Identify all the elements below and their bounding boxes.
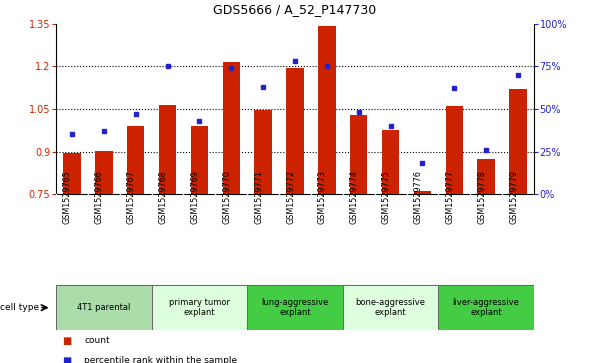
Text: GSM1529776: GSM1529776 [414, 170, 422, 224]
Text: bone-aggressive
explant: bone-aggressive explant [356, 298, 425, 317]
Text: GSM1529767: GSM1529767 [127, 170, 136, 224]
Text: cell type: cell type [0, 303, 39, 312]
Text: 4T1 parental: 4T1 parental [77, 303, 130, 312]
Bar [477, 159, 495, 363]
Bar [152, 285, 247, 330]
Text: GSM1529775: GSM1529775 [382, 170, 391, 224]
Text: GSM1529774: GSM1529774 [350, 170, 359, 224]
Bar [438, 285, 534, 330]
Text: GSM1529768: GSM1529768 [159, 170, 168, 224]
Bar [159, 105, 176, 363]
Text: percentile rank within the sample: percentile rank within the sample [84, 356, 238, 363]
Bar [509, 89, 527, 363]
Text: GSM1529778: GSM1529778 [477, 170, 486, 224]
Text: primary tumor
explant: primary tumor explant [169, 298, 230, 317]
Text: ■: ■ [62, 356, 71, 363]
Text: GSM1529766: GSM1529766 [95, 170, 104, 224]
Bar [382, 130, 399, 363]
Text: count: count [84, 336, 110, 345]
Text: GDS5666 / A_52_P147730: GDS5666 / A_52_P147730 [214, 3, 376, 16]
Bar [414, 191, 431, 363]
Text: liver-aggressive
explant: liver-aggressive explant [453, 298, 520, 317]
Text: ■: ■ [62, 336, 71, 346]
Text: GSM1529772: GSM1529772 [286, 170, 295, 224]
Bar [95, 151, 113, 363]
Bar [286, 68, 304, 363]
Text: GSM1529777: GSM1529777 [445, 170, 454, 224]
Bar [63, 153, 81, 363]
Bar [254, 110, 272, 363]
Text: GSM1529765: GSM1529765 [63, 170, 72, 224]
Bar [318, 26, 336, 363]
Bar [247, 285, 343, 330]
Text: GSM1529769: GSM1529769 [191, 170, 199, 224]
Bar [222, 62, 240, 363]
Bar [350, 115, 368, 363]
Text: GSM1529779: GSM1529779 [509, 170, 518, 224]
Bar [191, 126, 208, 363]
Text: GSM1529771: GSM1529771 [254, 170, 263, 224]
Text: lung-aggressive
explant: lung-aggressive explant [261, 298, 329, 317]
Bar [56, 285, 152, 330]
Bar [127, 126, 145, 363]
Text: GSM1529770: GSM1529770 [222, 170, 231, 224]
Bar [445, 106, 463, 363]
Text: GSM1529773: GSM1529773 [318, 170, 327, 224]
Bar [343, 285, 438, 330]
